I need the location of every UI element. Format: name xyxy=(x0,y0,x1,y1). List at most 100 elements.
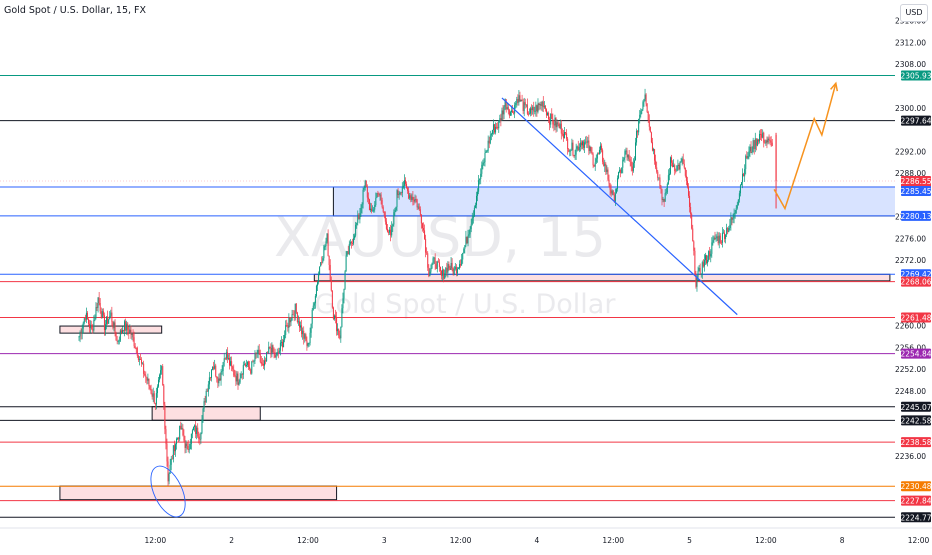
candle-body xyxy=(602,150,604,162)
candle-body xyxy=(719,235,721,243)
candle-body xyxy=(417,206,419,208)
candle-body xyxy=(143,363,145,374)
candle-body xyxy=(560,123,562,134)
candle-body xyxy=(639,114,641,120)
candle-body xyxy=(323,246,325,259)
candle-body xyxy=(346,251,348,256)
trendline[interactable] xyxy=(501,97,738,316)
candle-body xyxy=(510,110,512,112)
candle-body xyxy=(542,101,544,108)
candle-body xyxy=(259,353,261,362)
candle-body xyxy=(486,150,488,152)
currency-button[interactable]: USD xyxy=(900,4,928,22)
candle-body xyxy=(489,135,491,144)
candle-body xyxy=(338,328,340,336)
candle-body xyxy=(485,151,487,153)
support-zone-red[interactable] xyxy=(313,273,891,282)
candle-body xyxy=(277,352,279,353)
candle-body xyxy=(593,165,595,167)
support-zone-red[interactable] xyxy=(151,406,261,421)
candle-body xyxy=(563,132,565,139)
candle-body xyxy=(211,369,212,378)
candle-body xyxy=(463,248,465,253)
candle-body xyxy=(398,194,400,196)
price-tick-label: 2256.00 xyxy=(895,343,926,352)
candle-body xyxy=(737,199,739,205)
candle-body xyxy=(674,165,676,172)
candle-body xyxy=(151,393,153,397)
price-label-text: 2227.84 xyxy=(900,497,931,506)
candle-body xyxy=(397,190,399,195)
price-label-text: 2261.48 xyxy=(900,313,931,322)
time-tick-label: 12:00 xyxy=(450,536,472,545)
candle-body xyxy=(696,277,698,287)
price-label-text: 2230.48 xyxy=(900,482,931,491)
candle-body xyxy=(85,312,87,320)
candle-body xyxy=(598,149,600,154)
candle-body xyxy=(498,120,500,129)
candle-body xyxy=(582,141,583,146)
candle-body xyxy=(206,390,208,392)
candle-body xyxy=(181,428,183,430)
candle-body xyxy=(720,242,722,244)
candle-body xyxy=(219,378,221,381)
price-label-text: 2269.42 xyxy=(900,270,931,279)
candle-body xyxy=(709,251,711,257)
candle-body xyxy=(619,169,621,172)
candle-body xyxy=(204,401,206,403)
candle-body xyxy=(107,316,109,324)
price-tick-label: 2252.00 xyxy=(895,365,926,374)
candle-body xyxy=(761,134,763,138)
candle-body xyxy=(407,188,409,191)
candle-body xyxy=(275,355,277,358)
candle-body xyxy=(630,161,632,167)
candle-body xyxy=(242,365,244,375)
candle-body xyxy=(421,223,423,229)
candle-body xyxy=(261,363,263,365)
candle-body xyxy=(141,359,143,364)
candle-body xyxy=(282,341,284,348)
support-zone-red[interactable] xyxy=(59,485,338,501)
price-label-text: 2297.64 xyxy=(900,117,931,126)
candle-body xyxy=(189,443,191,450)
candle-body xyxy=(647,111,649,120)
candle-body xyxy=(469,229,471,235)
candle-body xyxy=(110,312,112,316)
candle-body xyxy=(164,404,166,430)
candle-body xyxy=(443,269,445,279)
candle-body xyxy=(375,197,377,206)
candle-body xyxy=(480,173,482,180)
candle-body xyxy=(252,361,254,363)
candle-body xyxy=(735,208,737,213)
candle-body xyxy=(278,350,280,353)
candle-body xyxy=(446,267,448,273)
support-zone-red[interactable] xyxy=(59,325,163,334)
candle-body xyxy=(205,390,207,403)
candle-body xyxy=(408,190,410,199)
candle-body xyxy=(604,163,606,167)
candle-body xyxy=(305,334,307,341)
price-label-tag xyxy=(901,512,931,523)
candle-body xyxy=(161,366,163,371)
candle-body xyxy=(108,319,110,324)
candle-body xyxy=(679,161,681,170)
projection-path[interactable] xyxy=(773,83,837,211)
candle-body xyxy=(381,200,383,208)
candle-body xyxy=(234,375,236,377)
candle-body xyxy=(608,179,610,184)
candle-body xyxy=(704,255,706,261)
candle-body xyxy=(587,140,589,143)
candle-body xyxy=(504,99,506,107)
candle-body xyxy=(591,152,593,155)
time-axis: 12:00 2 12:00 3 12:00 4 12:00 5 12:00 8 12:00 xyxy=(0,527,932,545)
candle-body xyxy=(79,332,81,337)
candle-body xyxy=(434,257,436,265)
low-highlight-ellipse[interactable] xyxy=(144,461,192,522)
candle-body xyxy=(766,140,768,143)
candle-body xyxy=(172,445,174,459)
candle-body xyxy=(661,189,663,200)
supply-demand-zone-blue[interactable] xyxy=(332,186,932,217)
candle-body xyxy=(505,99,507,110)
